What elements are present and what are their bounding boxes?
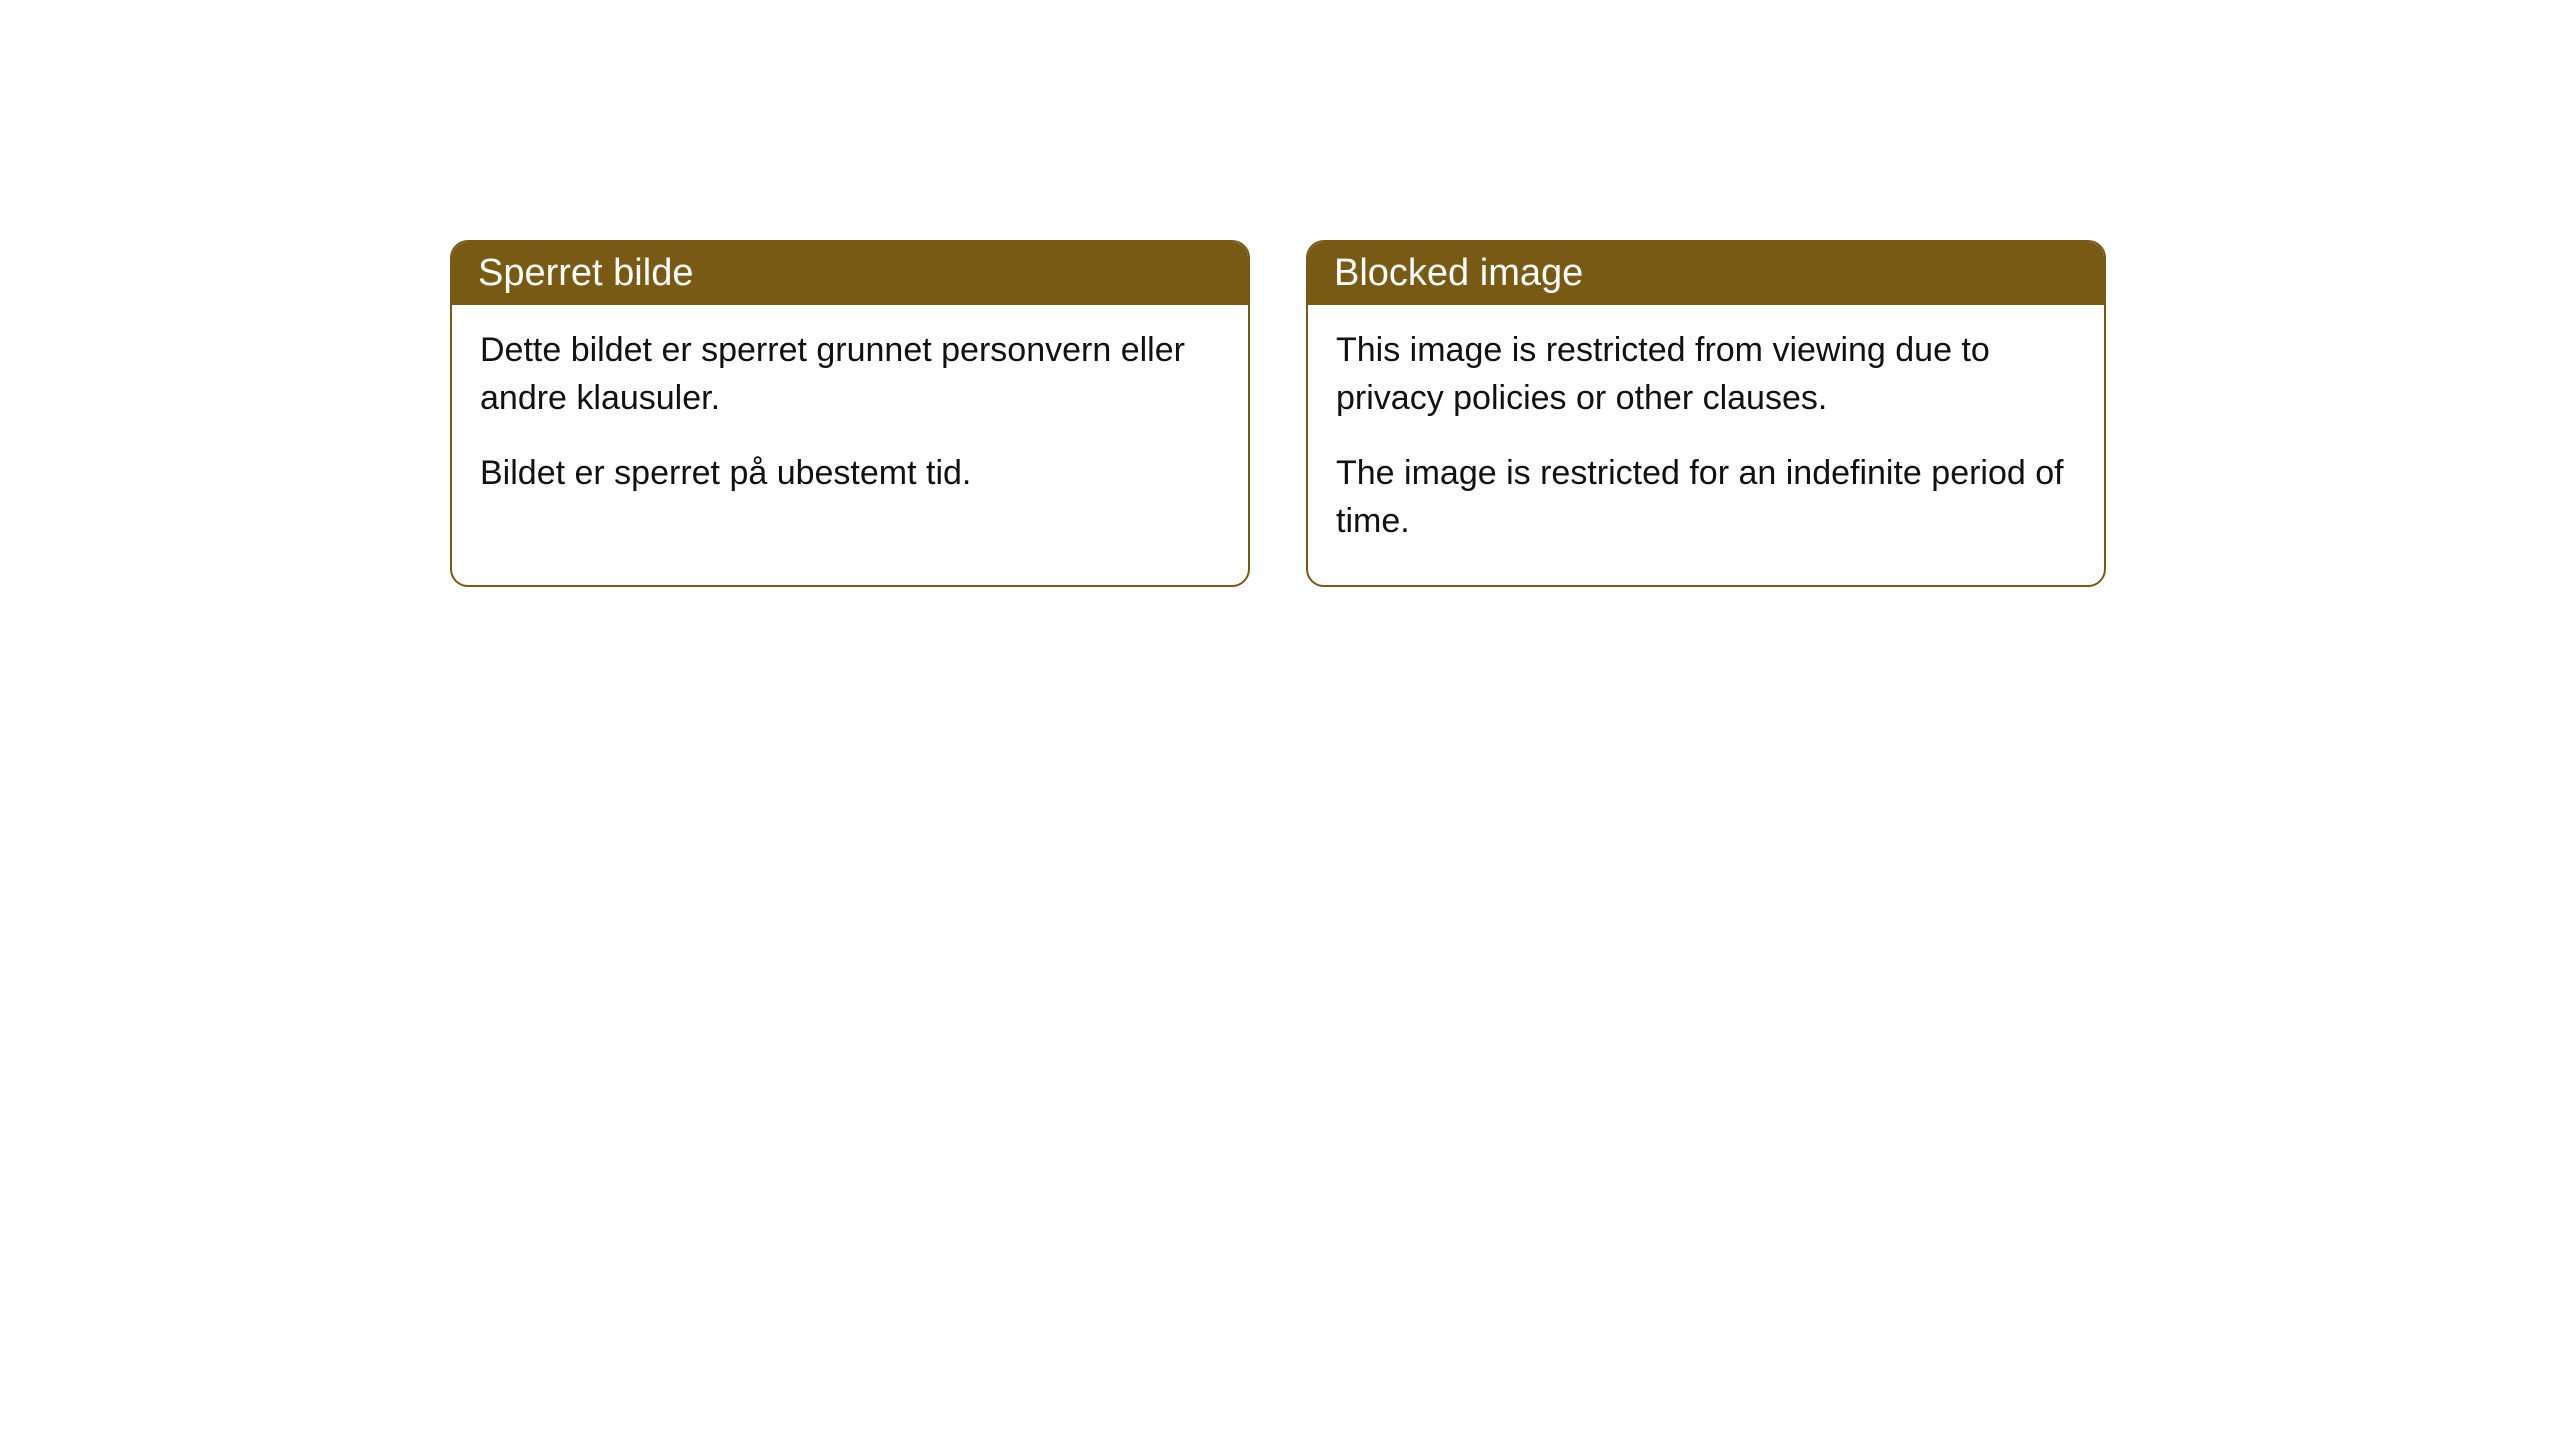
card-title: Sperret bilde <box>478 252 693 294</box>
card-paragraph: Dette bildet er sperret grunnet personve… <box>480 327 1220 422</box>
card-title: Blocked image <box>1334 252 1583 294</box>
card-paragraph: Bildet er sperret på ubestemt tid. <box>480 450 1220 498</box>
card-header: Sperret bilde <box>452 242 1248 305</box>
card-body: Dette bildet er sperret grunnet personve… <box>452 305 1248 538</box>
notice-cards-container: Sperret bilde Dette bildet er sperret gr… <box>450 240 2106 587</box>
card-paragraph: This image is restricted from viewing du… <box>1336 327 2076 422</box>
notice-card-english: Blocked image This image is restricted f… <box>1306 240 2106 587</box>
card-header: Blocked image <box>1308 242 2104 305</box>
card-paragraph: The image is restricted for an indefinit… <box>1336 450 2076 545</box>
notice-card-norwegian: Sperret bilde Dette bildet er sperret gr… <box>450 240 1250 587</box>
card-body: This image is restricted from viewing du… <box>1308 305 2104 585</box>
